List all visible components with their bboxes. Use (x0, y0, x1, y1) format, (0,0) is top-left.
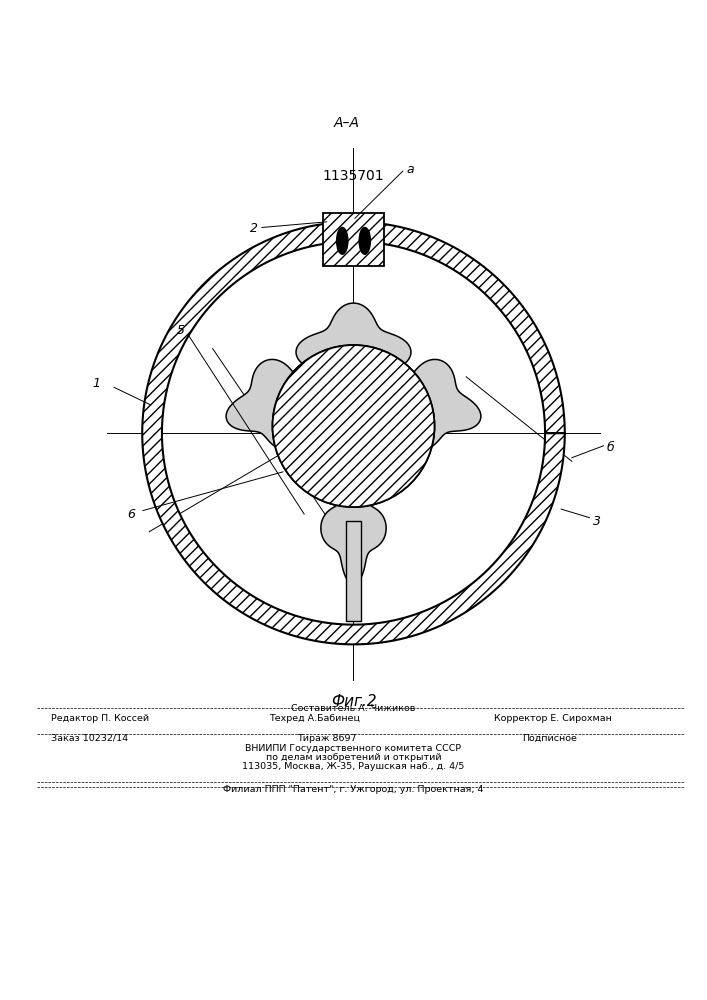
Ellipse shape (337, 227, 348, 254)
FancyBboxPatch shape (346, 521, 361, 621)
Polygon shape (321, 472, 386, 584)
Circle shape (272, 345, 435, 507)
Text: ВНИИПИ Государственного комитета СССР: ВНИИПИ Государственного комитета СССР (245, 744, 462, 753)
Text: 6: 6 (127, 508, 135, 521)
Text: Подписное: Подписное (522, 734, 578, 743)
Text: Фиг.2: Фиг.2 (331, 694, 376, 709)
Text: 1135701: 1135701 (322, 169, 385, 183)
Text: по делам изобретений и открытий: по делам изобретений и открытий (266, 753, 441, 762)
Text: 2: 2 (250, 222, 259, 235)
Text: 3: 3 (593, 515, 601, 528)
Text: 1: 1 (92, 377, 100, 390)
Text: б: б (607, 441, 615, 454)
Text: Редактор П. Коссей: Редактор П. Коссей (51, 714, 148, 723)
FancyBboxPatch shape (322, 213, 385, 266)
Text: Корректор Е. Сирохман: Корректор Е. Сирохман (494, 714, 612, 723)
Ellipse shape (359, 227, 370, 254)
Circle shape (272, 345, 435, 507)
Text: Техред А.Бабинец: Техред А.Бабинец (269, 714, 360, 723)
Text: Заказ 10232/14: Заказ 10232/14 (51, 734, 128, 743)
Text: 113035, Москва, Ж-35, Раушская наб., д. 4/5: 113035, Москва, Ж-35, Раушская наб., д. … (243, 762, 464, 771)
Polygon shape (296, 303, 411, 401)
Polygon shape (374, 359, 481, 450)
Polygon shape (142, 222, 565, 644)
Text: Тираж 8697: Тираж 8697 (297, 734, 356, 743)
Polygon shape (226, 359, 333, 450)
Text: 5: 5 (177, 324, 185, 337)
Text: a: a (407, 163, 414, 176)
Text: Филиал ППП "Патент", г. Ужгород, ул. Проектная, 4: Филиал ППП "Патент", г. Ужгород, ул. Про… (223, 785, 484, 794)
Text: Составитель А. Чижиков: Составитель А. Чижиков (291, 704, 416, 713)
Polygon shape (142, 222, 565, 644)
Text: A–A: A–A (334, 116, 359, 130)
